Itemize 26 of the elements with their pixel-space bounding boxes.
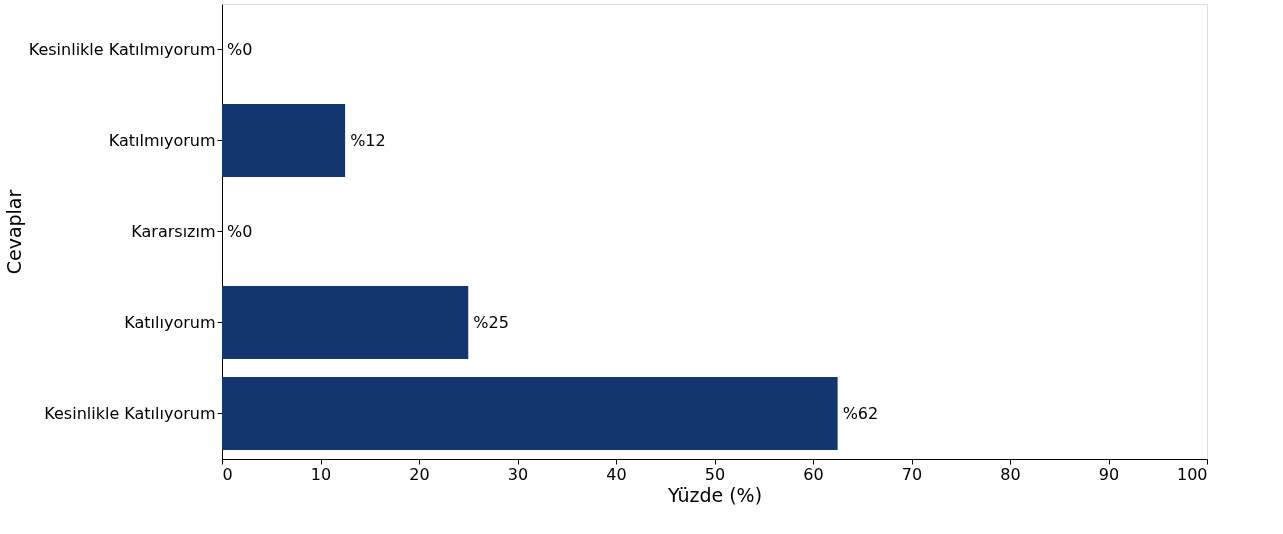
x-tick-label: 50 (704, 464, 726, 484)
x-tick-label: 80 (1000, 464, 1021, 484)
bar (222, 377, 838, 450)
x-tick-label: 20 (409, 464, 430, 484)
x-axis-title: Yüzde (%) (666, 483, 763, 506)
data-label: %12 (350, 130, 386, 150)
y-tick-label: Kararsızım (131, 221, 216, 241)
x-tick-label: 10 (310, 464, 332, 484)
y-tick-label: Katılmıyorum (108, 130, 216, 150)
bar (222, 104, 346, 177)
y-tick-label: Katılıyorum (124, 312, 216, 332)
y-axis-title: Cevaplar (2, 189, 25, 275)
y-tick-label: Kesinlikle Katılıyorum (44, 403, 216, 423)
data-label: %25 (473, 312, 509, 332)
y-tick-label: Kesinlikle Katılmıyorum (28, 39, 216, 59)
x-tick-label: 90 (1098, 464, 1120, 484)
bar (222, 286, 469, 359)
x-tick-label: 30 (507, 464, 529, 484)
x-tick-label: 60 (803, 464, 824, 484)
x-tick-label: 70 (901, 464, 923, 484)
x-tick-label: 40 (606, 464, 627, 484)
data-label: %62 (842, 403, 879, 423)
x-tick-label: 100 (1176, 464, 1208, 484)
data-label: %0 (227, 39, 253, 59)
data-label: %0 (227, 221, 253, 241)
x-tick-label: 0 (222, 464, 233, 484)
